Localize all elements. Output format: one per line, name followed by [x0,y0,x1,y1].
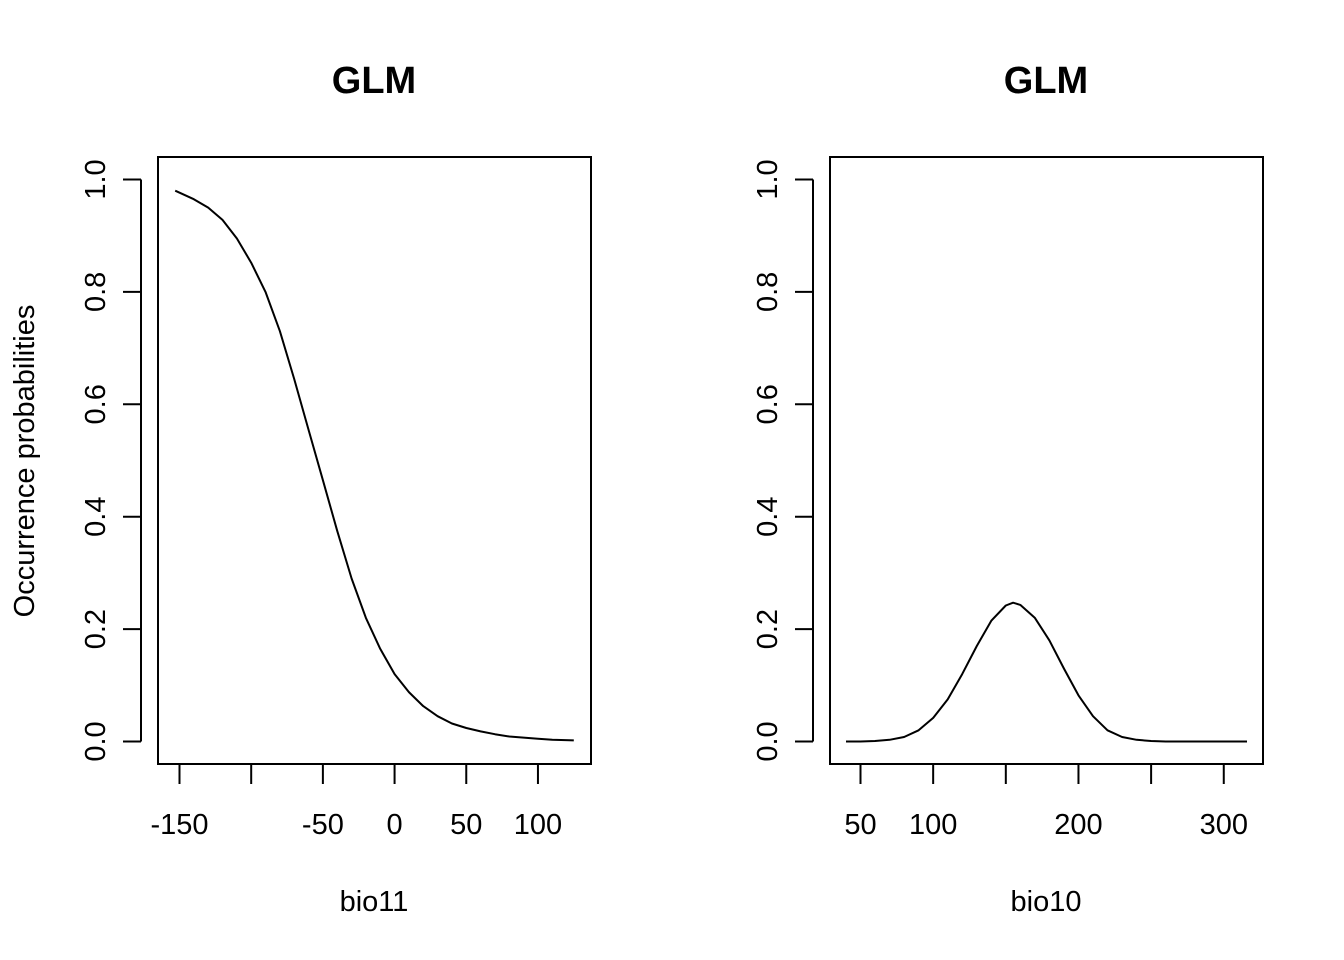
y-tick-label: 0.4 [80,497,112,537]
y-tick-label: 0.2 [80,609,112,649]
y-tick-label: 0.0 [752,721,784,761]
x-tick-label: -150 [150,809,208,841]
y-tick-label: 0.2 [752,609,784,649]
x-tick-label: 200 [1054,809,1102,841]
panel-left: GLM Occurrence probabilities bio11 0.00.… [9,60,592,918]
y-tick-label: 1.0 [80,159,112,199]
x-tick-label: 100 [909,809,957,841]
panel-left-x-axis: -150 -50 0 50 100 [150,763,562,841]
panel-left-xlabel: bio11 [340,886,409,918]
y-tick-label: 0.6 [80,384,112,424]
y-tick-label: 0.0 [80,721,112,761]
panel-right: GLM bio10 0.0 0.2 0.4 0.6 0.8 1.0 50 100 200 300 [752,60,1264,918]
panel-right-series [846,601,1247,743]
x-tick-label: 300 [1200,809,1248,841]
panel-right-y-axis: 0.0 0.2 0.4 0.6 0.8 1.0 [752,159,814,762]
panel-left-ylabel: Occurrence probabilities [9,305,41,618]
x-tick-label: -50 [302,809,344,841]
x-tick-label: 0 [387,809,403,841]
series-line [174,189,574,742]
y-tick-label: 0.6 [752,384,784,424]
x-tick-label: 100 [514,809,562,841]
panel-right-title: GLM [1004,60,1088,102]
y-tick-label: 0.8 [80,272,112,312]
panel-right-x-axis: 50 100 200 300 [844,763,1248,841]
y-tick-label: 1.0 [752,159,784,199]
panel-left-title: GLM [332,60,416,102]
y-tick-label: 0.4 [752,497,784,537]
panel-left-series [174,189,574,742]
y-tick-label: 0.8 [752,272,784,312]
panel-right-xlabel: bio10 [1011,886,1082,918]
series-line [846,601,1247,743]
x-tick-label: 50 [450,809,482,841]
panel-left-y-axis: 0.0 0.2 0.4 0.6 0.8 1.0 [80,159,142,762]
x-tick-label: 50 [844,809,876,841]
